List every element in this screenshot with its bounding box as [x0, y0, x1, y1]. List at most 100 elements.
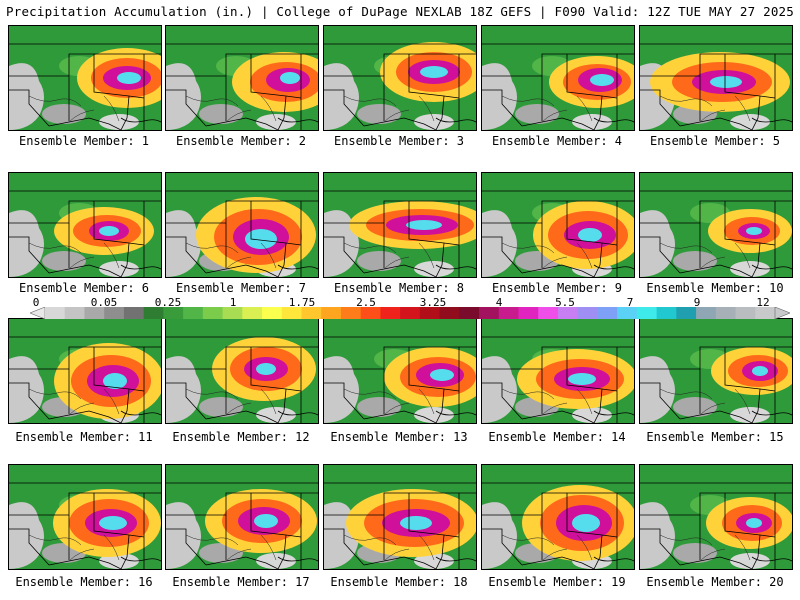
- dry-region-west: [9, 356, 44, 423]
- state-border: [724, 54, 776, 99]
- river-line: [185, 242, 239, 254]
- state-border: [363, 410, 437, 423]
- dry-region-gulf: [256, 407, 296, 423]
- ensemble-member-13-map: [323, 318, 477, 424]
- state-border: [566, 493, 618, 538]
- precip-contour-3: [254, 514, 278, 528]
- river-line: [260, 388, 277, 415]
- precip-contour-3: [746, 518, 762, 528]
- river-line: [659, 534, 713, 546]
- river-line: [418, 534, 435, 561]
- dry-region-south: [199, 397, 243, 417]
- state-border: [48, 410, 122, 423]
- state-border: [435, 410, 476, 416]
- state-border: [324, 492, 476, 516]
- colorbar-swatch: [617, 307, 638, 319]
- state-border: [250, 54, 302, 99]
- dry-region-west: [166, 210, 201, 277]
- state-border: [277, 242, 287, 277]
- colorbar-tick-label: 0: [32, 296, 40, 309]
- state-border: [593, 388, 603, 423]
- state-border: [482, 200, 634, 224]
- colorbar-swatch: [498, 307, 520, 319]
- river-line: [343, 95, 397, 107]
- state-border: [640, 236, 681, 274]
- ensemble-member-caption: Ensemble Member: 15: [646, 430, 784, 444]
- river-line: [225, 256, 252, 270]
- dry-region-west: [640, 502, 675, 569]
- state-border: [250, 493, 302, 538]
- colorbar-swatch: [419, 307, 441, 319]
- colorbar-swatch: [242, 307, 263, 319]
- river-line: [734, 95, 751, 122]
- ensemble-member-caption: Ensemble Member: 20: [646, 575, 784, 589]
- colorbar-swatch: [45, 307, 66, 319]
- colorbar-swatch: [755, 307, 776, 319]
- state-border: [166, 236, 207, 274]
- colorbar-swatch: [340, 307, 362, 319]
- precip-contour-3: [568, 373, 596, 385]
- precip-contour-3: [420, 66, 448, 78]
- state-border: [640, 89, 681, 127]
- ensemble-member-caption: Ensemble Member: 5: [649, 134, 781, 148]
- river-line: [576, 242, 593, 269]
- state-border: [482, 492, 634, 516]
- state-border: [9, 200, 161, 224]
- colorbar-swatch: [143, 307, 164, 319]
- river-line: [28, 95, 82, 107]
- ensemble-member-17-map: [165, 464, 319, 570]
- precip-contour-3: [590, 74, 614, 86]
- dry-region-west: [640, 210, 675, 277]
- river-line: [576, 534, 593, 561]
- ensemble-member-caption: Ensemble Member: 13: [330, 430, 468, 444]
- dry-region-south: [515, 104, 559, 124]
- state-border: [640, 492, 792, 516]
- colorbar-swatch: [360, 307, 381, 319]
- dry-region-west: [482, 210, 517, 277]
- colorbar-swatch: [479, 307, 500, 319]
- ensemble-member-caption: Ensemble Member: 10: [646, 281, 784, 295]
- state-border: [120, 556, 161, 562]
- state-border: [166, 346, 318, 370]
- state-border: [9, 236, 50, 274]
- state-border: [250, 201, 302, 246]
- ensemble-member-5-map: [639, 25, 793, 131]
- ensemble-member-6-map: [8, 172, 162, 278]
- precip-contour-3: [400, 516, 432, 530]
- dry-region-gulf: [414, 261, 454, 277]
- colorbar-swatch: [64, 307, 85, 319]
- state-border: [408, 347, 460, 392]
- state-border: [277, 95, 287, 130]
- river-line: [501, 388, 555, 400]
- dry-region-west: [9, 502, 44, 569]
- state-border: [205, 264, 279, 277]
- precip-contour-3: [430, 369, 454, 381]
- state-border: [324, 528, 365, 566]
- state-border: [482, 53, 634, 77]
- river-line: [225, 109, 252, 123]
- river-line: [28, 388, 82, 400]
- river-line: [659, 388, 713, 400]
- state-border: [120, 242, 130, 277]
- state-border: [482, 236, 523, 274]
- ensemble-member-8-map: [323, 172, 477, 278]
- state-border: [482, 382, 523, 420]
- state-border: [482, 346, 634, 370]
- dry-region-gulf: [256, 553, 296, 569]
- ensemble-member-14-map: [481, 318, 635, 424]
- state-border: [435, 388, 445, 423]
- river-line: [260, 95, 277, 122]
- ensemble-member-caption: Ensemble Member: 9: [491, 281, 623, 295]
- state-border: [435, 242, 445, 277]
- dry-region-south: [673, 543, 717, 563]
- river-line: [68, 548, 95, 562]
- dry-region-gulf: [572, 407, 612, 423]
- state-border: [593, 95, 603, 130]
- colorbar-swatch: [380, 307, 401, 319]
- state-border: [166, 53, 318, 77]
- colorbar-swatch: [577, 307, 598, 319]
- colorbar-swatch: [439, 307, 460, 319]
- dry-region-west: [166, 356, 201, 423]
- colorbar-swatch: [262, 307, 283, 319]
- state-border: [93, 493, 145, 538]
